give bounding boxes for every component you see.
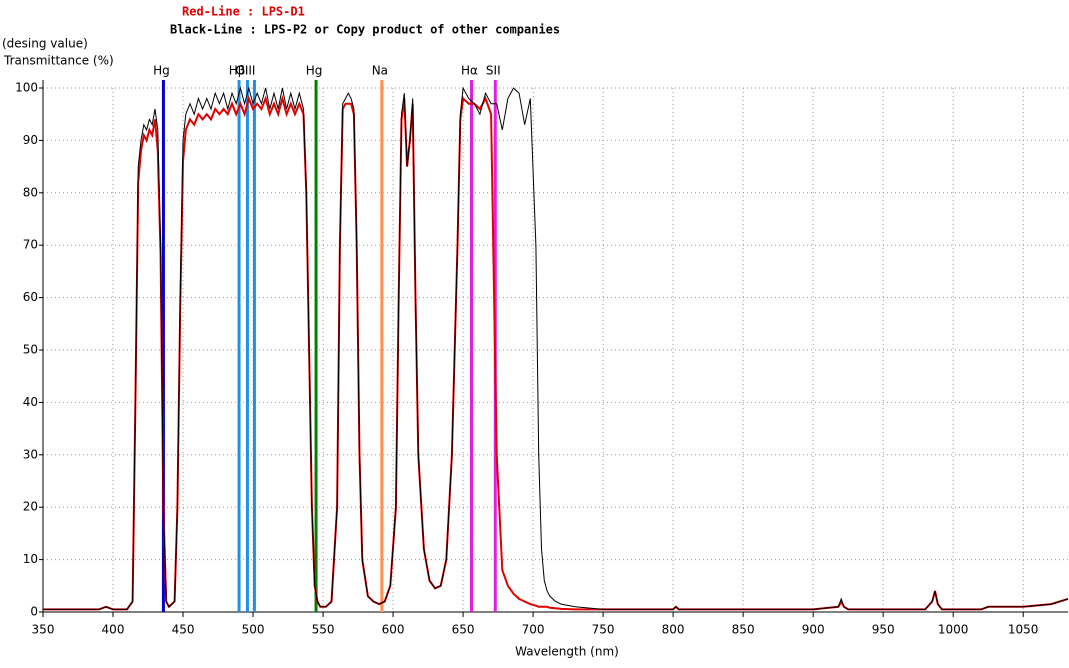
emission-label: SII [486,64,501,78]
y-tick-label: 40 [23,395,38,409]
x-tick-label: 950 [872,623,895,637]
emission-label: Hg [306,64,323,78]
x-tick-label: 1050 [1008,623,1039,637]
emission-label: Na [372,64,388,78]
series-line [43,86,1069,610]
y-tick-label: 80 [23,185,38,199]
x-tick-label: 600 [382,623,405,637]
x-tick-label: 500 [242,623,265,637]
chart-title: Red-Line : LPS-D1 [182,5,305,19]
x-tick-label: 850 [732,623,755,637]
x-tick-label: 750 [592,623,615,637]
y-axis-note: (desing value) [2,37,88,51]
y-tick-label: 60 [23,290,38,304]
emission-label: Hg [153,64,170,78]
y-tick-label: 0 [30,605,38,619]
emission-label: Hβ [229,64,246,78]
x-tick-label: 1000 [938,623,969,637]
chart-subtitle: Black-Line : LPS-P2 or Copy product of o… [170,23,560,37]
x-tick-label: 700 [522,623,545,637]
y-tick-label: 10 [23,552,38,566]
y-tick-label: 100 [15,81,38,95]
y-tick-label: 90 [23,133,38,147]
x-tick-label: 450 [172,623,195,637]
y-tick-label: 70 [23,238,38,252]
x-tick-label: 650 [452,623,475,637]
x-tick-label: 800 [662,623,685,637]
x-axis-label: Wavelength (nm) [515,645,619,659]
x-tick-label: 550 [312,623,335,637]
x-tick-label: 350 [32,623,55,637]
series-line [43,94,1069,611]
x-tick-label: 400 [102,623,125,637]
x-tick-label: 900 [802,623,825,637]
emission-label: Hα [461,64,478,78]
emission-label: OIII [235,64,255,78]
y-tick-label: 50 [23,343,38,357]
y-tick-label: 30 [23,447,38,461]
y-tick-label: 20 [23,500,38,514]
y-axis-label: Transmittance (%) [3,54,114,68]
